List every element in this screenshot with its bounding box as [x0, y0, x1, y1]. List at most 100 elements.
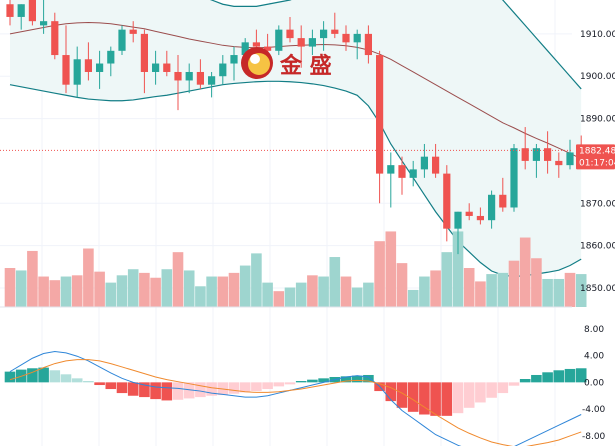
macd-histogram-bar [71, 378, 83, 383]
macd-histogram-bar [83, 381, 94, 383]
candle-body [286, 29, 294, 39]
candle-body [252, 42, 260, 47]
macd-axis-tick-label: 0.00 [584, 378, 604, 388]
volume-bar [71, 275, 83, 307]
volume-bar [419, 276, 430, 307]
bollinger-fill [10, 0, 582, 277]
macd-histogram-bar [284, 382, 296, 385]
candle-body [152, 63, 160, 72]
volume-bar [430, 270, 441, 307]
macd-axis: 8.00 4.00 0.00 -4.00 -8.00 [582, 325, 606, 442]
candles [6, 0, 585, 255]
bollinger-lower-line [9, 80, 582, 278]
macd-histogram-bar [273, 382, 285, 387]
candle-body [118, 29, 126, 51]
price-axis: 1910.00 1900.00 1890.00 1870.00 1860.00 1850.… [580, 30, 615, 294]
macd-histogram-bar [463, 382, 475, 408]
candle-body [174, 71, 182, 81]
macd-histogram-bar [150, 382, 161, 400]
volume-bar [139, 272, 150, 307]
volume-bar [542, 278, 553, 307]
volume-bar [49, 280, 61, 307]
volume-bar [228, 272, 240, 307]
volume-bar [351, 287, 363, 307]
volume-bar [396, 263, 408, 307]
candle-body [532, 148, 540, 161]
macd-histogram-bar [396, 382, 408, 408]
candle-body [432, 156, 440, 174]
macd-histogram-bar [172, 382, 184, 400]
volume-bar [94, 271, 105, 307]
candle-body [96, 63, 104, 72]
volume-bar [407, 289, 419, 307]
candle-body [6, 4, 14, 17]
candle-body [454, 211, 462, 229]
macd-histogram-bar [262, 382, 273, 390]
price-tag-background [576, 144, 615, 170]
candle-body [308, 38, 316, 47]
macd-histogram-bar [94, 382, 105, 386]
candle-body [28, 0, 36, 22]
candle-body [40, 21, 48, 26]
macd-histogram-bar [385, 382, 397, 402]
macd-histogram-bar [475, 382, 486, 403]
price-axis-tick-label: 1860.00 [580, 242, 615, 252]
candle-body [62, 55, 70, 85]
volume-bar [318, 276, 329, 307]
macd-histogram-bar [531, 374, 542, 383]
macd-histogram-bar [295, 381, 307, 383]
volume-bar [27, 250, 38, 307]
macd-histogram-bar [251, 382, 262, 392]
volume-bar [486, 274, 497, 307]
macd-histogram-bar [452, 382, 464, 414]
candle-body [297, 38, 305, 47]
candle-body [364, 33, 372, 56]
volume-bar [284, 287, 296, 307]
macd-histogram-bar [318, 378, 329, 383]
volume-bar [519, 237, 531, 307]
macd-histogram-bar [239, 382, 251, 393]
volume-bar [329, 257, 341, 307]
macd-histogram-bar [497, 382, 509, 394]
candle-body [499, 194, 507, 208]
macd-histogram-bar [575, 368, 587, 383]
candle-body [219, 63, 227, 77]
macd-histogram-bar [195, 382, 206, 398]
candle-body [465, 211, 473, 216]
volume-bar [452, 231, 464, 307]
macd-histogram-bar [519, 379, 531, 383]
volume-bar [575, 274, 587, 307]
macd-histogram-bar [127, 382, 139, 396]
macd-histogram-bar [553, 370, 565, 383]
volume-bar [105, 282, 117, 307]
macd-histogram-bar [564, 368, 576, 383]
candle-body [555, 160, 563, 166]
candle-body [51, 21, 59, 56]
macd-histogram-bar [49, 370, 61, 383]
macd-histogram-bar [407, 382, 419, 412]
candle-body [84, 59, 92, 72]
price-tag-value: 1882.48 [579, 146, 615, 156]
volume-bar [553, 278, 565, 307]
candle-body [443, 173, 451, 229]
macd-histogram-bar [430, 382, 441, 416]
macd-histogram-bar [307, 379, 318, 383]
candle-body [398, 165, 406, 178]
volume-bar [127, 269, 139, 307]
volume-bar [273, 291, 285, 307]
volume-bar [83, 248, 94, 307]
candle-body [353, 33, 361, 43]
price-axis-tick-label: 1890.00 [580, 115, 615, 125]
volume-bar [183, 270, 195, 307]
volume-bar [195, 286, 206, 307]
volume-bar [262, 282, 273, 307]
macd-line [9, 351, 582, 446]
volume-bar [60, 276, 72, 307]
macd-histogram-bar [139, 382, 150, 398]
volume-bar [217, 276, 229, 307]
volume-bar [508, 260, 520, 307]
volume-bar [363, 282, 374, 307]
volume-bar [150, 277, 161, 307]
macd-panel [4, 351, 587, 446]
